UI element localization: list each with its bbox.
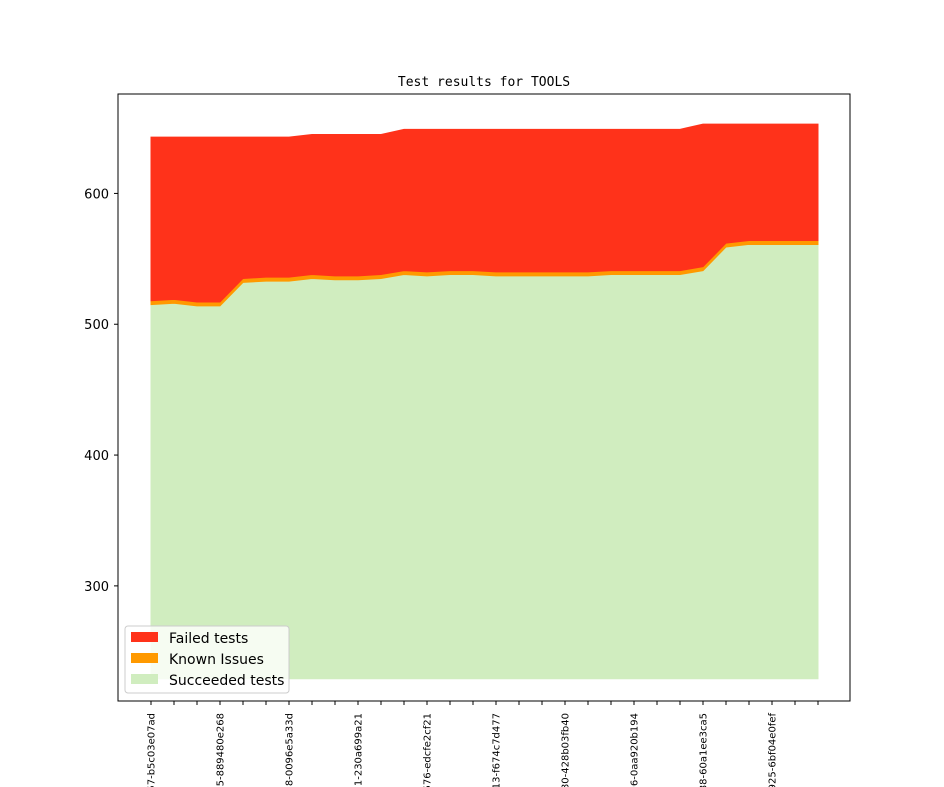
x-tick-label: 80-428b03fb40 [561,713,572,787]
legend-swatch-failed [131,632,158,642]
x-tick-label: 78-0096e5a33d [285,713,296,787]
y-tick-label: 600 [84,187,109,202]
legend-label-failed: Failed tests [169,631,248,647]
legend-swatch-succeeded [131,674,158,684]
area-succeeded-tests [150,243,819,680]
x-tick-label: 925-6bf04e0fef [768,713,779,787]
plot-frame [117,93,851,702]
x-tick-label: 576-edcfe2cf21 [423,713,434,787]
stacked-areas [150,123,819,680]
x-tick-label: 11-230a699a21 [354,713,365,787]
area-failed-tests [150,123,819,303]
legend-swatch-known [131,653,158,663]
y-axis: 300 400 500 600 [84,187,118,595]
x-tick-label: 55-889480e268 [216,713,227,787]
y-tick-label: 400 [84,449,109,464]
legend-label-known: Known Issues [169,652,264,668]
x-tick-label: 57-b5c03e07ad [147,713,158,787]
x-tick-label: 13-f674c7d477 [492,713,503,787]
x-tick-label: 96-0aa920b194 [630,713,641,787]
x-tick-label: 88-60a1ee3ca5 [699,713,710,787]
legend-box [124,625,290,694]
y-tick-label: 500 [84,318,109,333]
legend: Failed tests Known Issues Succeeded test… [124,625,290,694]
chart-title: Test results for TOOLS [398,75,570,90]
x-axis: 57-b5c03e07ad 55-889480e268 78-0096e5a33d 1… [147,701,819,787]
legend-label-succeeded: Succeeded tests [169,673,284,689]
y-tick-label: 300 [84,580,109,595]
